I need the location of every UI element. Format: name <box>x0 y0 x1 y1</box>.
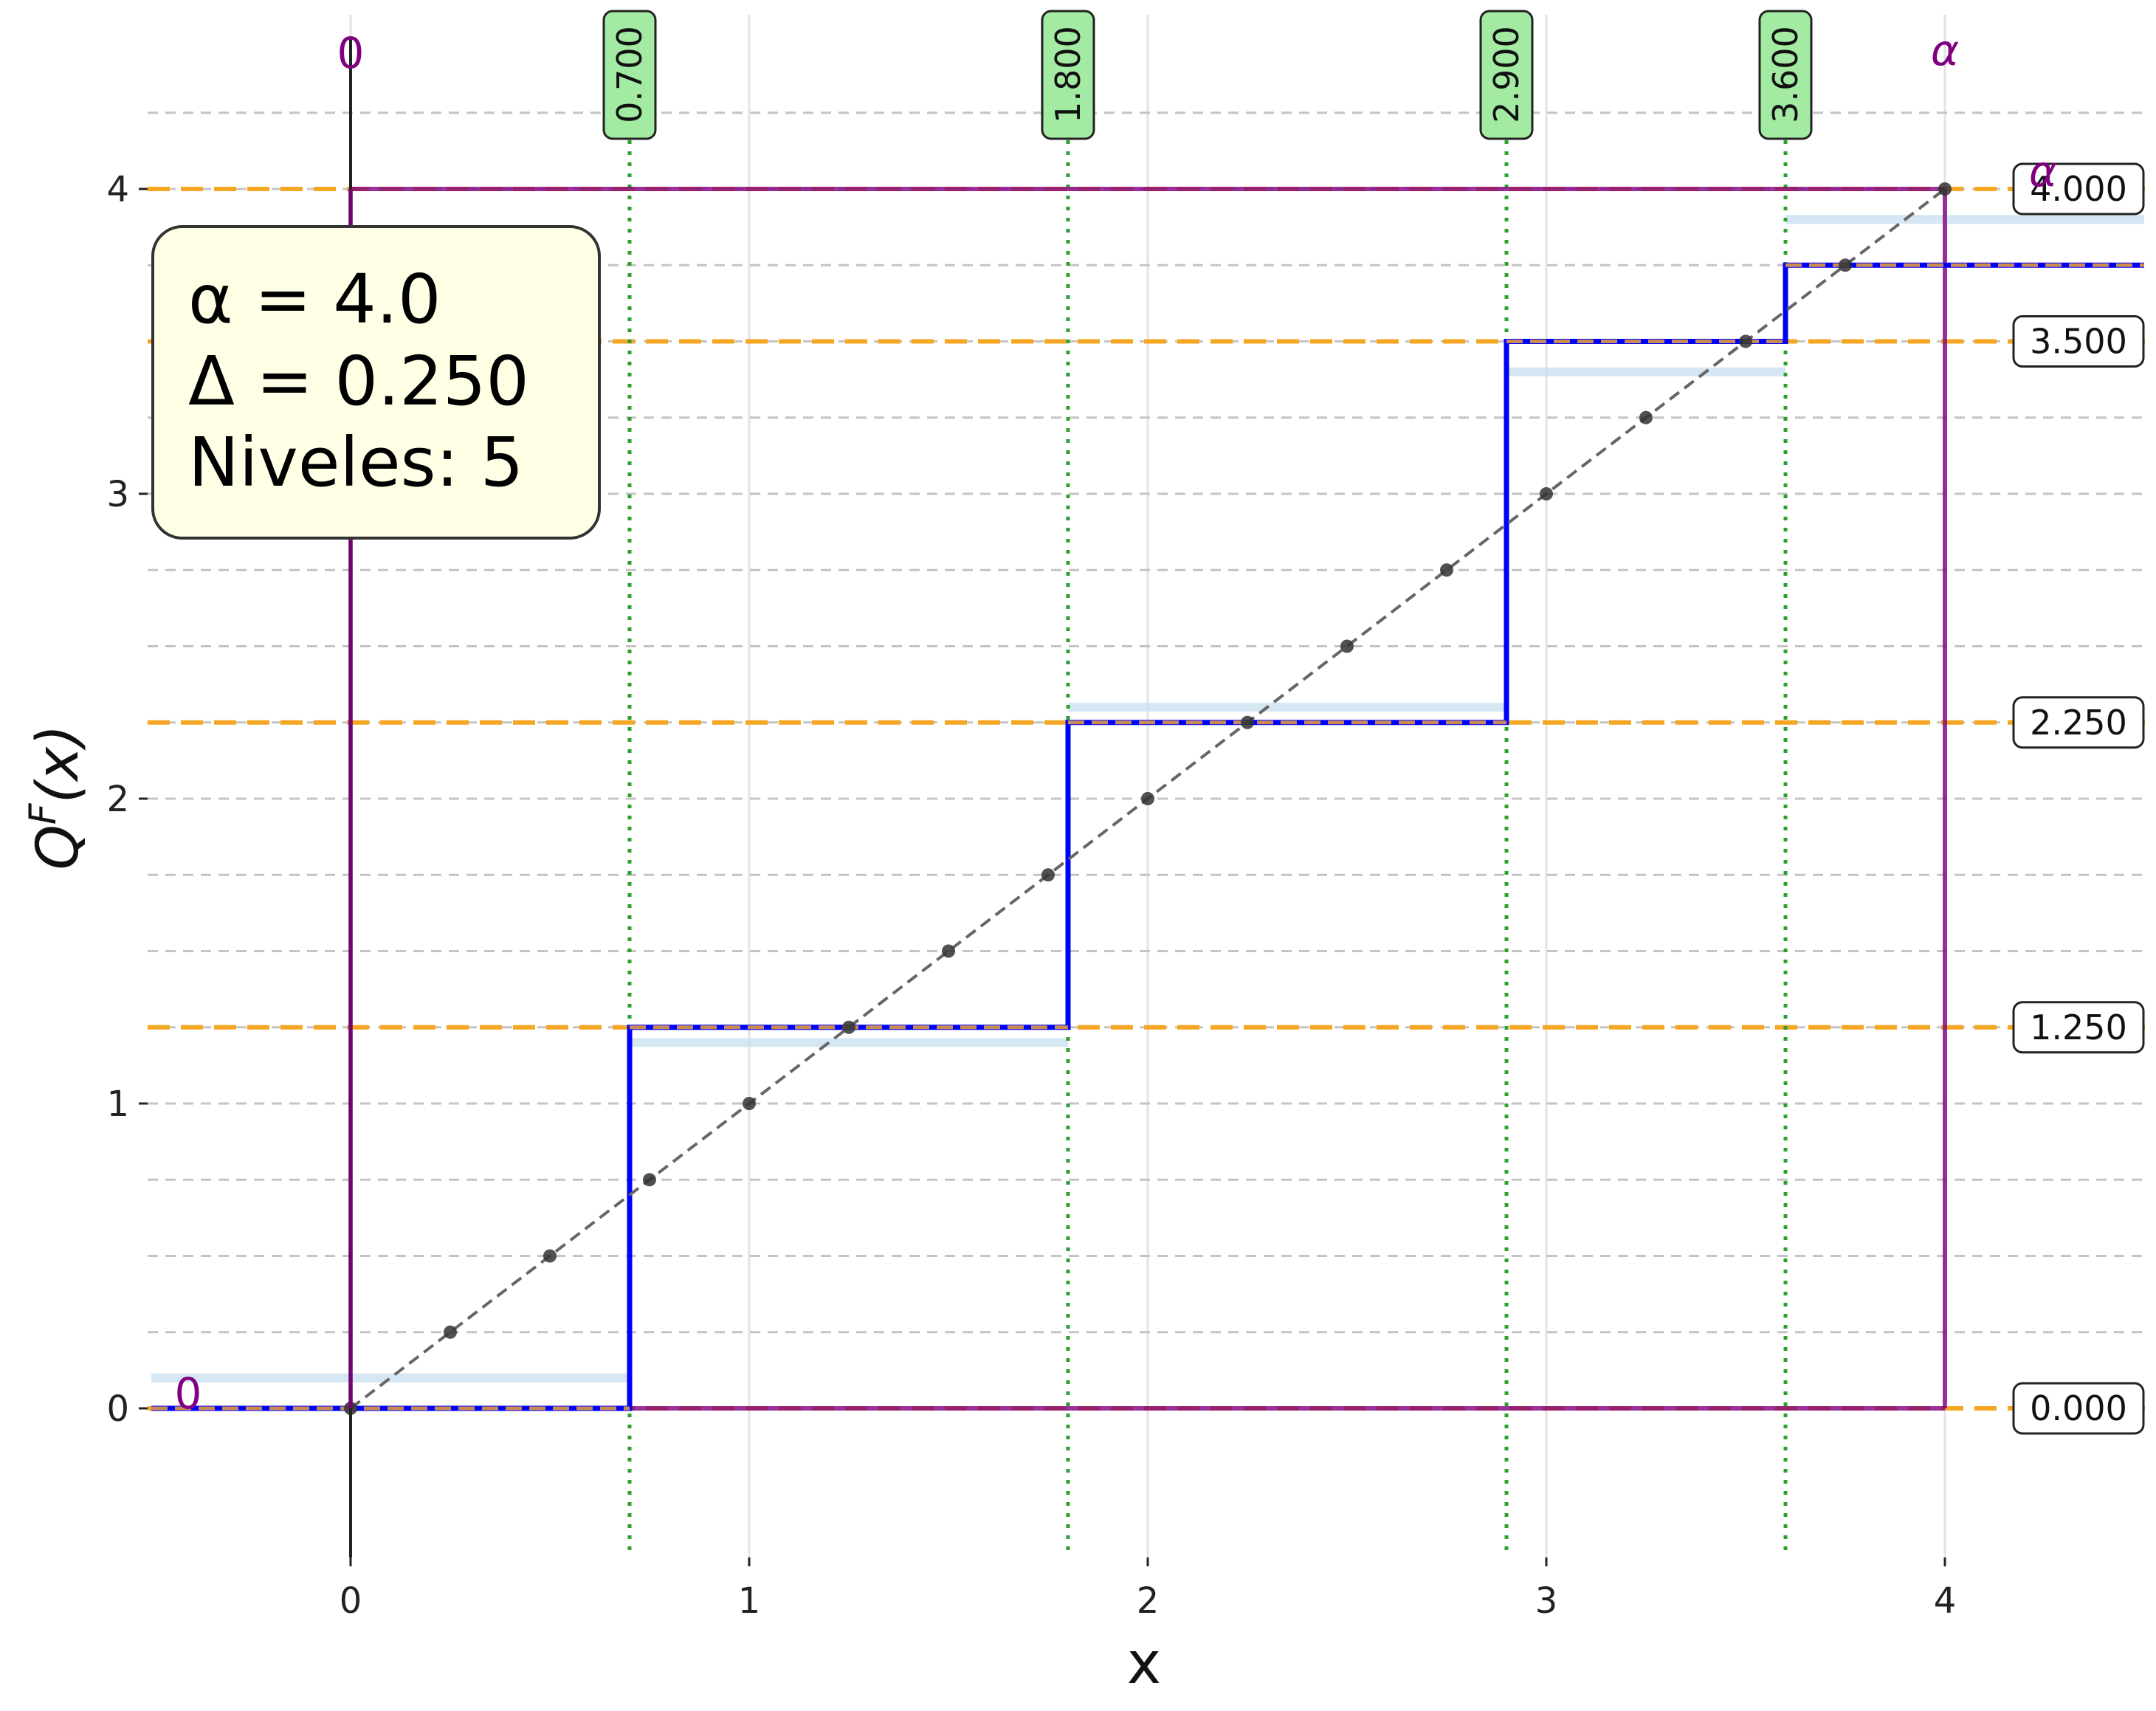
threshold-label-text: 3.600 <box>1766 26 1805 123</box>
quantized-shadow-steps <box>151 215 2144 1383</box>
level-label-text: 2.250 <box>2030 703 2127 743</box>
threshold-label: 1.800 <box>1041 10 1095 140</box>
threshold-label: 2.900 <box>1479 10 1534 140</box>
x-tick-label: 1 <box>738 1580 761 1622</box>
identity-point <box>643 1173 656 1187</box>
identity-point <box>1041 868 1055 882</box>
identity-point <box>842 1020 855 1034</box>
level-label-text: 4.000 <box>2030 169 2127 209</box>
threshold-lines <box>627 140 1788 1557</box>
threshold-label-box <box>1479 10 1534 140</box>
zero-label-left: 0 <box>175 1369 202 1419</box>
identity-point <box>1938 182 1952 196</box>
y-tick-label: 1 <box>106 1084 129 1125</box>
level-label-box <box>2012 315 2145 368</box>
y-axis-title: QF(x) <box>21 724 92 870</box>
info-alpha: α = 4.0 <box>188 260 441 339</box>
x-tick-label: 2 <box>1137 1580 1160 1622</box>
level-label: 4.000 <box>2012 162 2145 216</box>
y-tick-label: 3 <box>106 474 129 515</box>
level-label-box <box>2012 1382 2145 1435</box>
info-levels: Niveles: 5 <box>188 423 523 502</box>
y-axis-title-sup: F <box>21 802 64 824</box>
level-label-box <box>2012 1001 2145 1054</box>
identity-point <box>1839 258 1852 272</box>
info-box: α = 4.0 Δ = 0.250 Niveles: 5 <box>151 225 601 540</box>
level-label: 0.000 <box>2012 1382 2145 1435</box>
threshold-label-box <box>1041 10 1095 140</box>
identity-point <box>543 1249 557 1263</box>
identity-point <box>444 1325 457 1339</box>
identity-point <box>1141 792 1154 805</box>
threshold-label-text: 0.700 <box>610 26 650 123</box>
identity-point <box>1440 563 1453 577</box>
y-tick-label: 2 <box>106 779 129 820</box>
zero-label-top: 0 <box>337 28 365 78</box>
level-label-text: 3.500 <box>2030 322 2127 362</box>
y-axis-title-rest: (x) <box>25 724 92 803</box>
y-tick-label: 0 <box>106 1388 129 1430</box>
alpha-label-top: α <box>1931 25 1959 75</box>
identity-point <box>1639 410 1653 424</box>
level-label: 3.500 <box>2012 315 2145 368</box>
x-tick-label: 3 <box>1535 1580 1558 1622</box>
identity-point <box>743 1097 756 1110</box>
info-box-background <box>151 225 601 540</box>
alpha-label-right: α <box>2029 146 2057 196</box>
identity-point <box>1540 487 1553 500</box>
annotations: 0.000 1.250 2.250 3.500 4.000 0.700 1.800 2.900… <box>175 10 2145 1435</box>
y-axis-title-q: Q <box>25 824 92 870</box>
threshold-label: 3.600 <box>1758 10 1813 140</box>
level-label-box <box>2012 162 2145 216</box>
identity-point <box>1340 639 1354 653</box>
threshold-label-box <box>1758 10 1813 140</box>
identity-point <box>1241 715 1254 729</box>
level-label: 2.250 <box>2012 696 2145 749</box>
level-label-text: 0.000 <box>2030 1388 2127 1428</box>
identity-line <box>344 182 1952 1415</box>
x-axis-title: x <box>1127 1631 1161 1697</box>
threshold-label: 0.700 <box>602 10 657 140</box>
level-label-box <box>2012 696 2145 749</box>
identity-point <box>1739 334 1752 348</box>
level-label-text: 1.250 <box>2030 1008 2127 1047</box>
threshold-label-box <box>602 10 657 140</box>
threshold-label-text: 1.800 <box>1048 26 1088 123</box>
x-tick-label: 4 <box>1934 1580 1957 1622</box>
level-label: 1.250 <box>2012 1001 2145 1054</box>
info-delta: Δ = 0.250 <box>188 342 529 421</box>
threshold-label-text: 2.900 <box>1487 26 1526 123</box>
x-tick-label: 0 <box>340 1580 362 1622</box>
y-tick-label: 4 <box>106 169 129 210</box>
identity-point <box>942 944 955 958</box>
